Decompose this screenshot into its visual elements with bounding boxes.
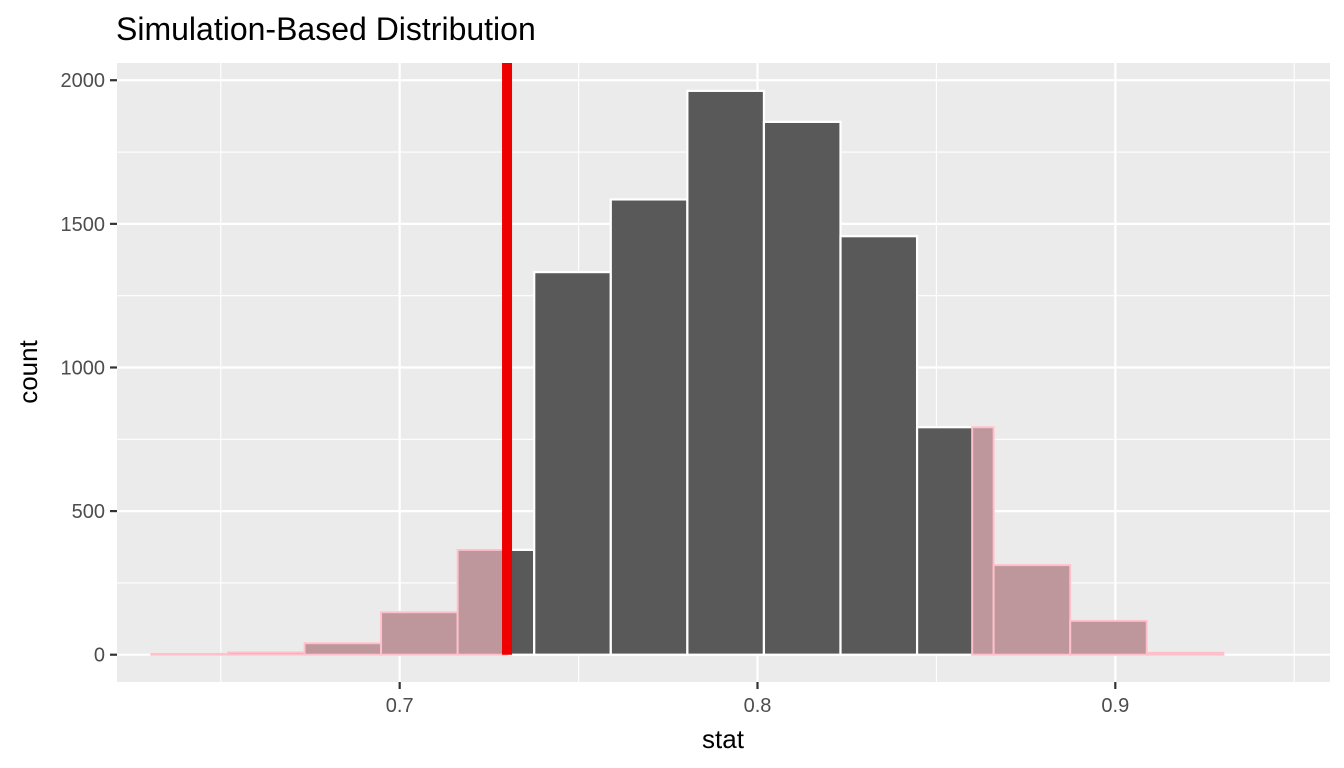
y-axis-title: count [13, 339, 43, 403]
chart-title: Simulation-Based Distribution [116, 11, 536, 47]
shaded-region [150, 426, 1225, 656]
histogram-bar [609, 198, 689, 656]
y-tick-label: 1500 [61, 214, 106, 236]
shaded-bar [226, 651, 306, 656]
histogram-bar [533, 271, 612, 656]
histogram-bar [839, 235, 919, 656]
y-tick-label: 2000 [61, 70, 106, 92]
x-axis-title: stat [702, 724, 745, 754]
shaded-bar [303, 642, 383, 656]
x-tick-label: 0.8 [744, 695, 772, 717]
y-tick-label: 1000 [61, 357, 106, 379]
y-axis: 0 500 1000 1500 2000 [61, 70, 117, 667]
shaded-bar [150, 652, 229, 656]
histogram-bar [762, 120, 842, 656]
x-axis: 0.7 0.8 0.9 [386, 682, 1129, 717]
shaded-bar [992, 564, 1072, 656]
shaded-bar [1145, 651, 1225, 656]
x-tick-label: 0.9 [1101, 695, 1129, 717]
shaded-bar [1069, 619, 1148, 656]
y-tick-label: 500 [72, 501, 105, 523]
x-tick-label: 0.7 [386, 695, 414, 717]
shaded-bar [456, 548, 509, 656]
histogram-bar [686, 89, 766, 656]
shaded-bar [971, 426, 995, 656]
shaded-bar [380, 611, 459, 656]
y-tick-label: 0 [94, 645, 105, 667]
